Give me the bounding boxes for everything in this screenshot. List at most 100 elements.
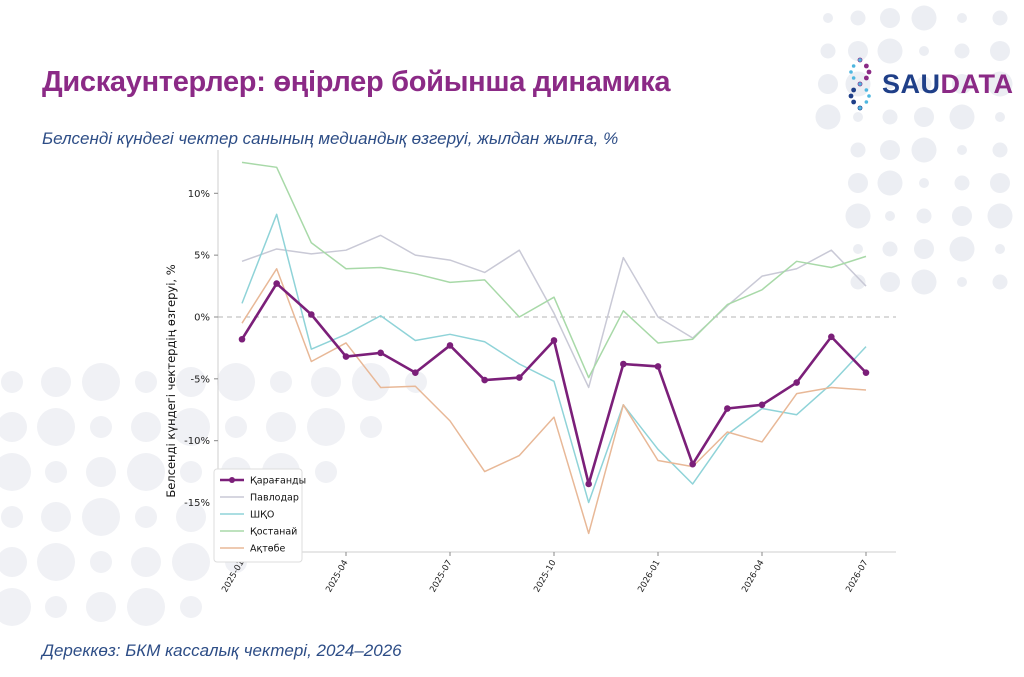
legend: Қарағанды Павлодар ШҚО Қостанай Ақтөбе xyxy=(213,468,306,563)
decorative-dot xyxy=(315,461,337,483)
logo-dot xyxy=(858,82,862,86)
source-note: Дереккөз: БКМ кассалық чектері, 2024–202… xyxy=(42,641,402,660)
data-point xyxy=(689,460,696,468)
series-3 xyxy=(241,213,867,504)
decorative-dot xyxy=(952,74,972,94)
decorative-dot xyxy=(885,211,895,221)
decorative-dot xyxy=(818,74,838,94)
decorative-dot xyxy=(307,408,345,446)
logo-dot xyxy=(851,87,857,93)
decorative-dot xyxy=(41,367,71,397)
decorative-dot xyxy=(172,408,210,446)
decorative-dot xyxy=(995,244,1005,254)
decorative-dot xyxy=(90,416,112,438)
logo-wordmark-part1: SAU xyxy=(882,69,941,99)
data-point xyxy=(342,353,350,360)
logo-dot xyxy=(864,88,869,92)
decorative-dot xyxy=(949,104,975,130)
decorative-dot xyxy=(127,453,165,491)
page-subtitle: Белсенді күндегі чектер санының медианды… xyxy=(42,129,619,148)
decorative-dot xyxy=(217,363,255,401)
y-axis-label: Белсенді күндегі чектердің өзгеруі, % xyxy=(164,264,178,497)
decorative-dot xyxy=(270,371,292,393)
series-line xyxy=(241,267,867,535)
decorative-dot xyxy=(266,412,296,442)
decorative-dot xyxy=(916,76,932,92)
data-point xyxy=(793,379,800,386)
decorative-dot xyxy=(850,274,866,290)
data-point xyxy=(377,349,384,357)
decorative-dot xyxy=(172,543,210,581)
series-2 xyxy=(241,234,867,389)
logo-wordmark-part2: DATA xyxy=(940,69,1014,99)
decorative-dot xyxy=(0,588,31,626)
decorative-dot xyxy=(82,363,120,401)
decorative-dot xyxy=(848,173,868,193)
decorative-dot xyxy=(45,596,67,618)
decorative-dot xyxy=(885,79,895,89)
legend-label: Қостанай xyxy=(250,527,297,538)
decorative-dot xyxy=(914,107,934,127)
decorative-dot xyxy=(957,145,967,155)
legend-label: Ақтөбе xyxy=(250,544,285,555)
decorative-dot xyxy=(180,596,202,618)
decorative-dot xyxy=(877,38,903,64)
x-tick-label: 2025-04 xyxy=(324,559,350,595)
decorative-dot xyxy=(919,46,929,56)
decorative-dot xyxy=(135,506,157,528)
decorative-dot xyxy=(880,272,900,292)
decorative-dot xyxy=(180,461,202,483)
decorative-dot xyxy=(176,502,206,532)
series-5 xyxy=(241,267,867,535)
decorative-dot xyxy=(954,43,970,59)
y-tick-label: 0% xyxy=(194,312,210,323)
series-line xyxy=(241,234,867,389)
legend-item: Қарағанды xyxy=(220,476,306,487)
decorative-dot xyxy=(919,178,929,188)
decorative-dot xyxy=(987,71,1013,97)
decorative-dot xyxy=(37,543,75,581)
decorative-dot xyxy=(853,244,863,254)
decorative-dot xyxy=(360,416,382,438)
decorative-dot xyxy=(815,104,841,130)
logo-dot xyxy=(848,93,854,99)
decorative-dot xyxy=(911,137,937,163)
data-point xyxy=(620,360,627,368)
logo-dot xyxy=(851,99,857,105)
decorative-dot xyxy=(853,112,863,122)
decorative-dot xyxy=(880,140,900,160)
legend-box xyxy=(213,468,303,563)
data-point xyxy=(308,311,315,318)
page-title: Дискаунтерлер: өңірлер бойынша динамика xyxy=(42,66,671,98)
decorative-dot xyxy=(127,588,165,626)
decorative-dot xyxy=(405,371,427,393)
data-point xyxy=(273,280,280,287)
x-tick-label: 2026-01 xyxy=(636,559,662,595)
decorative-dot xyxy=(882,241,898,257)
decorative-dot xyxy=(916,208,932,224)
decorative-dot xyxy=(820,43,836,59)
data-point xyxy=(585,480,592,488)
decorative-dot xyxy=(45,461,67,483)
decorative-dot xyxy=(0,412,27,442)
series-line xyxy=(241,161,867,379)
x-tick-label: 2025-01 xyxy=(220,559,246,595)
decorative-dot xyxy=(1,371,23,393)
decorative-dot xyxy=(848,41,868,61)
logo-dot xyxy=(866,69,872,75)
decorative-dot xyxy=(225,416,247,438)
data-point xyxy=(758,401,766,409)
data-point xyxy=(654,363,662,370)
data-point xyxy=(862,369,870,376)
data-point xyxy=(516,374,523,381)
decorative-dot xyxy=(877,170,903,196)
series-line xyxy=(241,213,867,504)
logo-dot xyxy=(858,106,862,110)
data-point xyxy=(412,369,419,376)
legend-item: ШҚО xyxy=(220,510,274,521)
decorative-dot xyxy=(41,502,71,532)
decorative-dot xyxy=(990,41,1010,61)
decorative-dot xyxy=(37,408,75,446)
decorative-dot xyxy=(911,269,937,295)
decorative-dot xyxy=(995,112,1005,122)
